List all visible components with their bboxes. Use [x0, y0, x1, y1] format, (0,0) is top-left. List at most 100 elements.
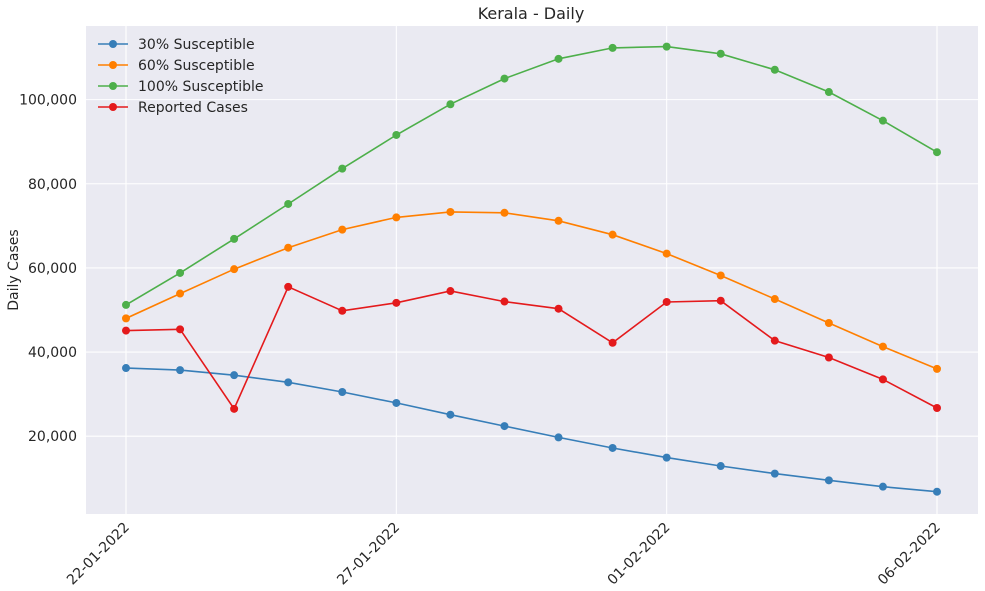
data-point-60-susceptible	[662, 249, 671, 258]
data-point-30-susceptible	[392, 398, 401, 407]
data-point-reported-cases	[608, 338, 617, 347]
data-point-30-susceptible	[716, 462, 725, 471]
data-point-100-susceptible	[933, 148, 941, 157]
data-point-100-susceptible	[554, 54, 563, 63]
data-point-60-susceptible	[608, 230, 617, 239]
data-point-60-susceptible	[176, 289, 185, 298]
data-point-30-susceptible	[554, 433, 563, 442]
data-point-100-susceptible	[500, 74, 509, 83]
data-point-100-susceptible	[392, 130, 401, 139]
data-point-reported-cases	[662, 297, 671, 306]
legend-item-reported-cases: Reported Cases	[98, 100, 248, 116]
data-point-60-susceptible	[824, 319, 833, 328]
data-point-100-susceptible	[230, 234, 239, 243]
legend-label: 60% Susceptible	[138, 58, 255, 74]
y-tick-label: 100,000	[19, 93, 77, 109]
x-tick-label: 27-01-2022	[334, 520, 403, 589]
data-point-reported-cases	[716, 296, 725, 305]
data-point-60-susceptible	[500, 208, 509, 217]
data-point-reported-cases	[122, 326, 130, 335]
data-point-100-susceptible	[446, 100, 455, 109]
data-point-30-susceptible	[230, 371, 239, 380]
data-point-reported-cases	[392, 298, 401, 307]
data-point-60-susceptible	[122, 314, 130, 323]
data-point-30-susceptible	[338, 388, 347, 396]
data-point-reported-cases	[500, 297, 509, 306]
y-axis-label: Daily Cases	[6, 229, 22, 310]
data-point-30-susceptible	[284, 378, 293, 387]
data-point-100-susceptible	[770, 65, 779, 74]
legend-label: 30% Susceptible	[138, 37, 255, 53]
legend-item-100-susceptible: 100% Susceptible	[98, 79, 264, 95]
data-point-reported-cases	[824, 353, 833, 362]
data-point-60-susceptible	[933, 364, 941, 373]
data-point-60-susceptible	[230, 265, 239, 274]
data-point-30-susceptible	[662, 453, 671, 462]
data-point-reported-cases	[338, 306, 347, 315]
data-point-30-susceptible	[824, 476, 833, 485]
data-point-reported-cases	[446, 287, 455, 296]
data-point-reported-cases	[230, 404, 239, 413]
series-line-60-susceptible	[125, 211, 938, 370]
data-point-30-susceptible	[933, 487, 941, 496]
legend-swatch-marker	[109, 40, 117, 48]
series-line-30-susceptible	[125, 367, 938, 493]
y-tick-label: 80,000	[28, 177, 77, 193]
x-tick-label: 06-02-2022	[875, 520, 944, 589]
data-point-reported-cases	[284, 282, 293, 291]
series-line-reported-cases	[125, 285, 938, 411]
chart-title: Kerala - Daily	[478, 4, 585, 23]
data-point-100-susceptible	[716, 49, 725, 58]
data-point-100-susceptible	[878, 116, 887, 125]
series-layer	[122, 42, 941, 496]
data-point-60-susceptible	[554, 216, 563, 225]
data-point-60-susceptible	[446, 207, 455, 216]
data-point-reported-cases	[554, 304, 563, 313]
data-point-30-susceptible	[122, 364, 130, 373]
y-tick-label: 60,000	[28, 261, 77, 277]
data-point-30-susceptible	[176, 366, 185, 375]
legend-label: Reported Cases	[138, 100, 248, 116]
data-point-60-susceptible	[392, 213, 401, 222]
data-point-60-susceptible	[878, 342, 887, 351]
legend: 30% Susceptible 60% Susceptible 100% Susce…	[98, 37, 264, 116]
data-point-100-susceptible	[662, 42, 671, 51]
legend-swatch-marker	[109, 103, 117, 111]
y-tick-label: 20,000	[28, 429, 77, 445]
data-point-60-susceptible	[770, 295, 779, 304]
data-point-100-susceptible	[338, 164, 347, 173]
legend-label: 100% Susceptible	[138, 79, 264, 95]
legend-item-60-susceptible: 60% Susceptible	[98, 58, 255, 74]
data-point-30-susceptible	[446, 410, 455, 419]
data-point-60-susceptible	[338, 225, 347, 234]
series-100-susceptible	[122, 42, 941, 309]
data-point-60-susceptible	[716, 271, 725, 280]
x-tick-labels: 22-01-2022 27-01-2022 01-02-2022 06-02-2022	[64, 520, 944, 589]
data-point-60-susceptible	[284, 243, 293, 252]
series-line-100-susceptible	[125, 45, 938, 306]
data-point-100-susceptible	[284, 199, 293, 208]
legend-item-30-susceptible: 30% Susceptible	[98, 37, 255, 53]
data-point-100-susceptible	[608, 43, 617, 52]
data-point-100-susceptible	[122, 300, 130, 309]
legend-swatch-marker	[109, 82, 117, 90]
data-point-reported-cases	[176, 325, 185, 334]
legend-swatch-marker	[109, 61, 117, 69]
x-tick-label: 01-02-2022	[605, 520, 674, 589]
y-tick-label: 40,000	[28, 345, 77, 361]
y-tick-labels: 20,000 40,000 60,000 80,000 100,000	[19, 93, 77, 446]
data-point-100-susceptible	[824, 88, 833, 97]
series-30-susceptible	[122, 364, 941, 496]
data-point-100-susceptible	[176, 268, 185, 277]
data-point-reported-cases	[770, 336, 779, 345]
data-point-30-susceptible	[608, 443, 617, 452]
x-tick-label: 22-01-2022	[64, 520, 133, 589]
data-point-reported-cases	[933, 403, 941, 412]
data-point-30-susceptible	[500, 422, 509, 431]
data-point-30-susceptible	[770, 469, 779, 478]
series-reported-cases	[122, 282, 941, 413]
data-point-reported-cases	[878, 375, 887, 384]
data-point-30-susceptible	[878, 482, 887, 491]
series-60-susceptible	[122, 207, 941, 373]
